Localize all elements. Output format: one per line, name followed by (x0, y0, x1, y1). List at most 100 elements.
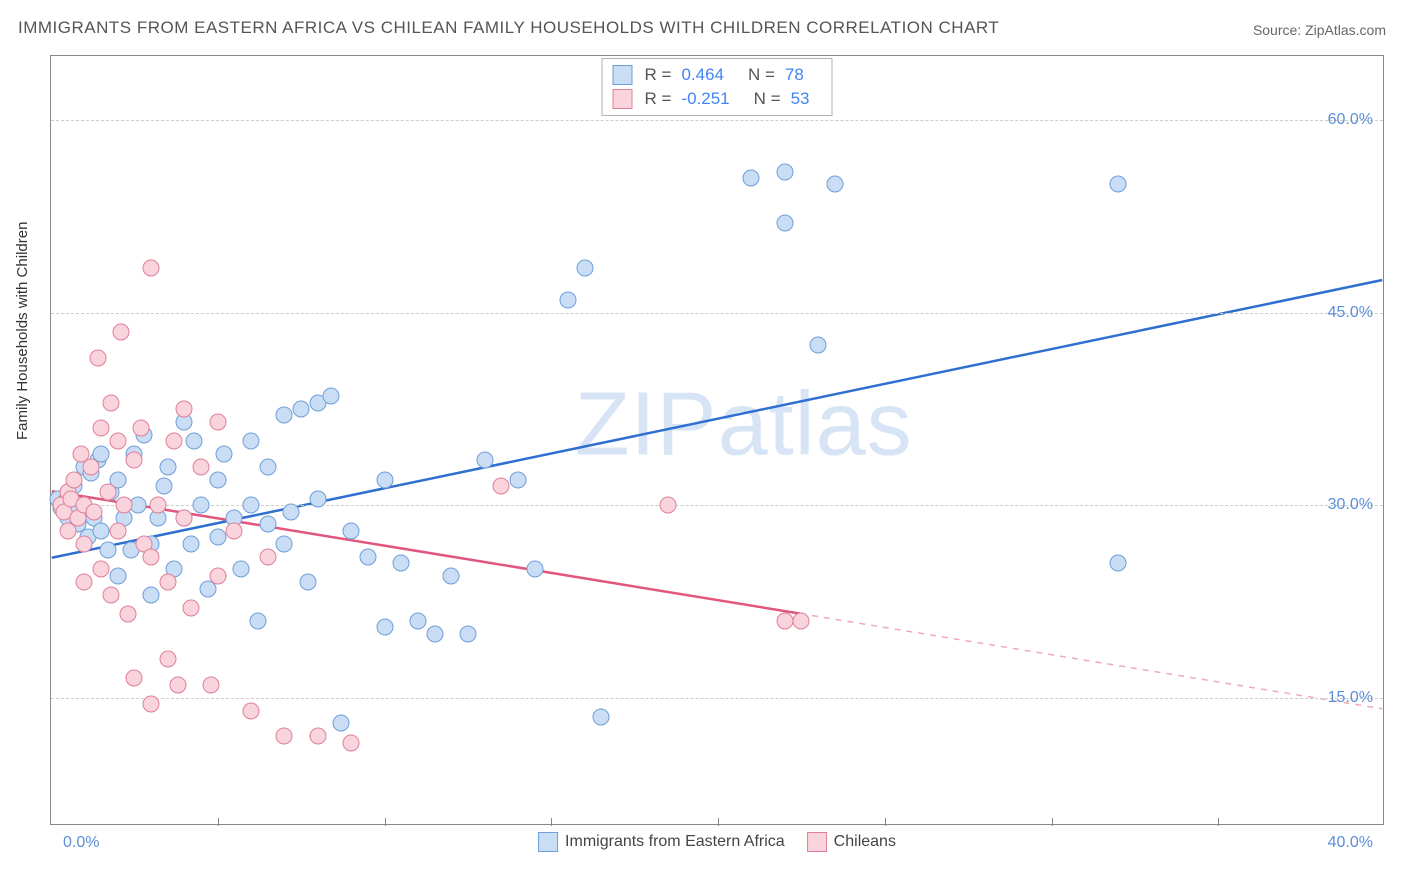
legend-series: Immigrants from Eastern Africa Chileans (538, 832, 896, 852)
data-point (259, 458, 276, 475)
data-point (1110, 554, 1127, 571)
data-point (493, 477, 510, 494)
data-point (99, 484, 116, 501)
data-point (166, 433, 183, 450)
data-point (86, 503, 103, 520)
legend-swatch (538, 832, 558, 852)
x-tick (218, 818, 219, 826)
legend-series-item: Immigrants from Eastern Africa (538, 832, 785, 852)
data-point (193, 497, 210, 514)
data-point (243, 702, 260, 719)
data-point (226, 522, 243, 539)
legend-series-label: Immigrants from Eastern Africa (565, 833, 785, 851)
data-point (186, 433, 203, 450)
r-label: R = (645, 89, 672, 109)
data-point (776, 163, 793, 180)
x-tick (551, 818, 552, 826)
data-point (109, 522, 126, 539)
data-point (793, 612, 810, 629)
data-point (76, 574, 93, 591)
data-point (249, 612, 266, 629)
data-point (113, 323, 130, 340)
data-point (119, 606, 136, 623)
y-tick-label: 60.0% (1328, 111, 1373, 129)
data-point (176, 510, 193, 527)
data-point (159, 651, 176, 668)
n-value: 53 (791, 89, 810, 109)
data-point (83, 458, 100, 475)
data-point (216, 445, 233, 462)
data-point (299, 574, 316, 591)
r-label: R = (645, 65, 672, 85)
chart-title: IMMIGRANTS FROM EASTERN AFRICA VS CHILEA… (18, 18, 999, 38)
data-point (659, 497, 676, 514)
legend-swatch (807, 832, 827, 852)
x-tick (1218, 818, 1219, 826)
data-point (176, 400, 193, 417)
data-point (309, 490, 326, 507)
x-tick (385, 818, 386, 826)
n-value: 78 (785, 65, 804, 85)
data-point (810, 336, 827, 353)
r-value: 0.464 (681, 65, 724, 85)
n-label: N = (748, 65, 775, 85)
legend-correlation: R = 0.464 N = 78R = -0.251N = 53 (602, 58, 833, 116)
grid-line (51, 698, 1383, 699)
data-point (343, 522, 360, 539)
data-point (476, 452, 493, 469)
data-point (459, 625, 476, 642)
y-tick-label: 15.0% (1328, 689, 1373, 707)
data-point (89, 349, 106, 366)
data-point (93, 522, 110, 539)
data-point (209, 413, 226, 430)
data-point (143, 548, 160, 565)
data-point (93, 420, 110, 437)
data-point (243, 497, 260, 514)
trend-line-dashed (800, 614, 1382, 709)
data-point (156, 477, 173, 494)
data-point (593, 708, 610, 725)
data-point (103, 587, 120, 604)
legend-stat-row: R = 0.464 N = 78 (613, 63, 822, 87)
data-point (409, 612, 426, 629)
y-axis-label: Family Households with Children (14, 222, 31, 440)
data-point (276, 407, 293, 424)
data-point (233, 561, 250, 578)
data-point (76, 535, 93, 552)
data-point (559, 291, 576, 308)
r-value: -0.251 (681, 89, 729, 109)
data-point (209, 529, 226, 546)
data-point (293, 400, 310, 417)
x-min-label: 0.0% (63, 834, 99, 852)
data-point (323, 388, 340, 405)
trend-line-solid (52, 280, 1383, 558)
data-point (526, 561, 543, 578)
data-point (133, 420, 150, 437)
data-point (126, 452, 143, 469)
data-point (183, 535, 200, 552)
legend-stat-row: R = -0.251N = 53 (613, 87, 822, 111)
data-point (259, 548, 276, 565)
data-point (276, 535, 293, 552)
data-point (66, 471, 83, 488)
data-point (109, 433, 126, 450)
x-tick (718, 818, 719, 826)
x-tick (1052, 818, 1053, 826)
data-point (209, 567, 226, 584)
data-point (103, 394, 120, 411)
data-point (126, 670, 143, 687)
data-point (159, 574, 176, 591)
data-point (193, 458, 210, 475)
data-point (393, 554, 410, 571)
data-point (376, 471, 393, 488)
source-label: Source: ZipAtlas.com (1253, 22, 1386, 38)
data-point (333, 715, 350, 732)
data-point (159, 458, 176, 475)
data-point (509, 471, 526, 488)
y-tick-label: 30.0% (1328, 496, 1373, 514)
data-point (376, 619, 393, 636)
data-point (1110, 176, 1127, 193)
data-point (426, 625, 443, 642)
data-point (743, 169, 760, 186)
legend-series-label: Chileans (834, 833, 896, 851)
